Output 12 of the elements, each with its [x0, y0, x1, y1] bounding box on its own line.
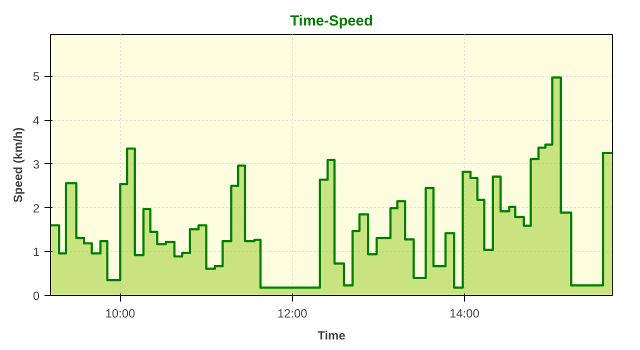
x-axis-title: Time	[318, 328, 346, 342]
x-tick-label: 10:00	[105, 306, 136, 320]
y-tick-label: 3	[32, 157, 40, 172]
x-tick-label: 14:00	[449, 306, 480, 320]
y-axis-title: Speed (km/h)	[10, 127, 25, 203]
y-tick-label: 5	[32, 70, 40, 84]
y-tick-label: 2	[32, 201, 40, 216]
y-tick-label: 0	[32, 289, 40, 303]
x-tick-label: 12:00	[277, 306, 308, 320]
chart-title: Time-Speed	[290, 14, 373, 30]
y-tick-label: 1	[32, 245, 40, 260]
y-tick-label: 4	[32, 114, 40, 128]
